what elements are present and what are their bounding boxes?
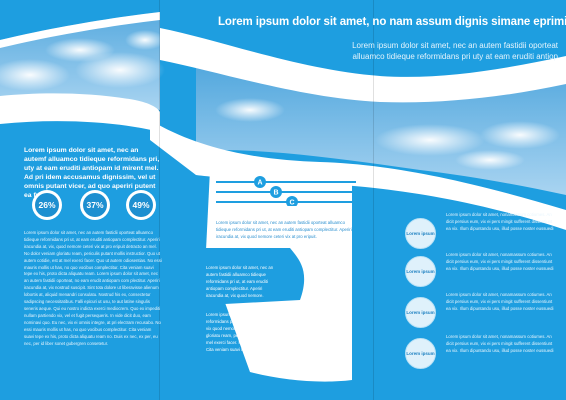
stat-circle-2: 37% — [80, 190, 110, 220]
feature-text-4: Lorem ipsum dolor sit amet, nonamassum c… — [446, 334, 554, 353]
feature-circle-1: Lorem ipsum — [405, 218, 436, 249]
businessman-silhouette — [304, 255, 344, 300]
left-body-text: Lorem ipsum dolor sit amet, nec an autem… — [24, 230, 162, 346]
left-top-ribbon — [0, 12, 160, 48]
panel-fold-left — [159, 0, 160, 400]
left-top-band — [0, 0, 160, 40]
middle-top-text: Lorem ipsum dolor sit amet, nec an autem… — [216, 220, 352, 239]
step-c-marker — [286, 196, 298, 206]
step-a-marker — [254, 176, 266, 188]
panel-fold-right — [373, 0, 374, 400]
abc-steps-graphic: A B C — [216, 176, 356, 206]
page-title: Lorem ipsum dolor sit amet, no nam assum… — [218, 16, 566, 28]
feature-text-3: Lorem ipsum dolor sit amet, nonamassum c… — [446, 292, 554, 311]
feature-text-1: Lorem ipsum dolor sit amet, nonamassum c… — [446, 212, 554, 231]
step-b-label: B — [273, 190, 278, 197]
feature-circle-4: Lorem ipsum — [405, 338, 436, 369]
middle-small-text: Lorem ipsum dolor sit amet, nec an autem… — [206, 265, 274, 298]
feature-circle-2: Lorem ipsum — [405, 256, 436, 287]
middle-bottom-text: Lorem ipsum dolor sit amet, nec an autem… — [206, 312, 352, 352]
feature-text-2: Lorem ipsum dolor sit amet, nonamassum c… — [446, 252, 554, 271]
stat-value-1: 26% — [35, 193, 59, 217]
top-wave-ribbon — [160, 28, 566, 103]
mid-wave-ribbon — [150, 120, 566, 230]
stat-circle-3: 49% — [126, 190, 156, 220]
stat-value-2: 37% — [83, 193, 107, 217]
middle-blue-cutout — [206, 248, 305, 305]
step-a-label: A — [257, 180, 262, 187]
feature-circle-3: Lorem ipsum — [405, 297, 436, 328]
stat-value-3: 49% — [129, 193, 153, 217]
step-c-label: C — [289, 200, 294, 207]
page-subtitle: Lorem ipsum dolor sit amet, nec an autem… — [352, 41, 558, 61]
stat-circle-1: 26% — [32, 190, 62, 220]
left-wave-ribbon — [0, 93, 160, 132]
step-b-marker — [270, 186, 282, 198]
